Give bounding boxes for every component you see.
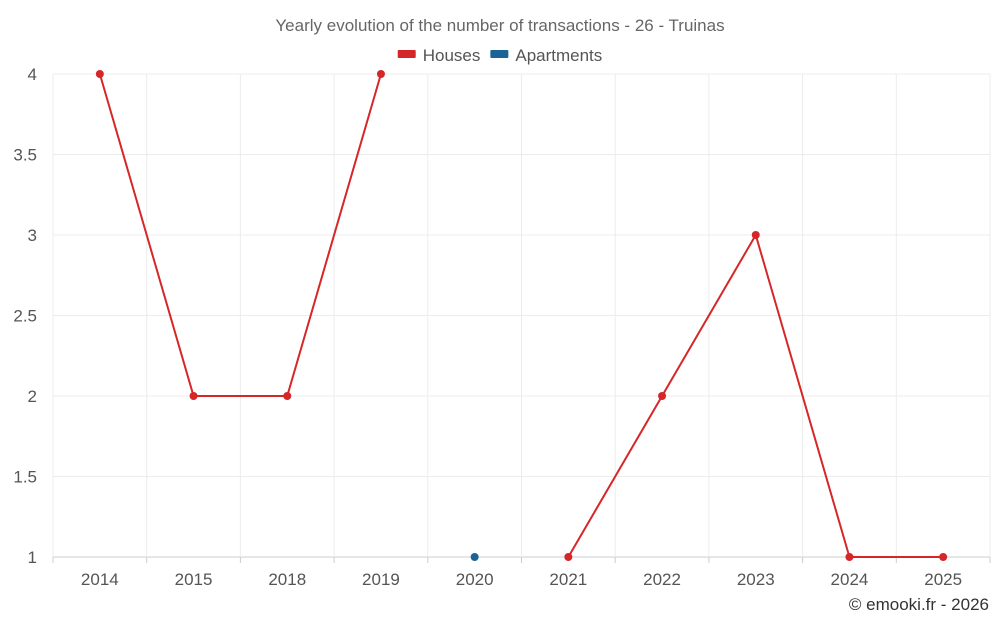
y-tick-label: 3	[28, 226, 37, 245]
x-tick-label: 2018	[268, 570, 306, 589]
data-point[interactable]	[283, 392, 292, 400]
y-tick-label: 3.5	[13, 146, 37, 165]
x-tick-label: 2015	[175, 570, 213, 589]
x-tick-label: 2020	[456, 570, 494, 589]
legend-label: Houses	[423, 46, 481, 65]
y-tick-label: 1	[28, 548, 37, 567]
y-tick-label: 2	[28, 387, 37, 406]
legend-item-apartments[interactable]: Apartments	[490, 46, 602, 65]
data-point[interactable]	[939, 553, 948, 561]
x-tick-label: 2025	[924, 570, 962, 589]
data-point[interactable]	[95, 70, 104, 78]
y-tick-label: 1.5	[13, 468, 37, 487]
legend-label: Apartments	[515, 46, 602, 65]
data-point[interactable]	[658, 392, 667, 400]
series-houses	[95, 70, 948, 561]
data-point[interactable]	[845, 553, 854, 561]
x-tick-label: 2021	[549, 570, 587, 589]
series-layer	[95, 70, 948, 561]
chart-title: Yearly evolution of the number of transa…	[275, 16, 724, 35]
y-tick-label: 4	[28, 65, 37, 84]
grid	[52, 73, 991, 558]
legend-item-houses[interactable]: Houses	[397, 46, 481, 65]
series-line	[98, 73, 382, 397]
legend: Houses Apartments	[397, 46, 602, 65]
x-tick-label: 2014	[81, 570, 119, 589]
series-apartments	[470, 553, 479, 561]
credit-text: © emooki.fr - 2026	[849, 595, 989, 614]
x-axis: 2014 2015 2018 2019 2020 2021 2022 2023 2024 2025	[52, 557, 991, 589]
x-tick-label: 2023	[737, 570, 775, 589]
x-tick-label: 2024	[831, 570, 869, 589]
y-axis: 1 1.5 2 2.5 3 3.5 4	[13, 65, 37, 567]
data-point[interactable]	[751, 231, 760, 239]
data-point[interactable]	[470, 553, 479, 561]
x-tick-label: 2022	[643, 570, 681, 589]
data-point[interactable]	[564, 553, 573, 561]
legend-swatch	[397, 50, 416, 58]
y-tick-label: 2.5	[13, 307, 37, 326]
data-point[interactable]	[189, 392, 198, 400]
legend-swatch	[490, 50, 509, 58]
data-point[interactable]	[376, 70, 385, 78]
x-tick-label: 2019	[362, 570, 400, 589]
